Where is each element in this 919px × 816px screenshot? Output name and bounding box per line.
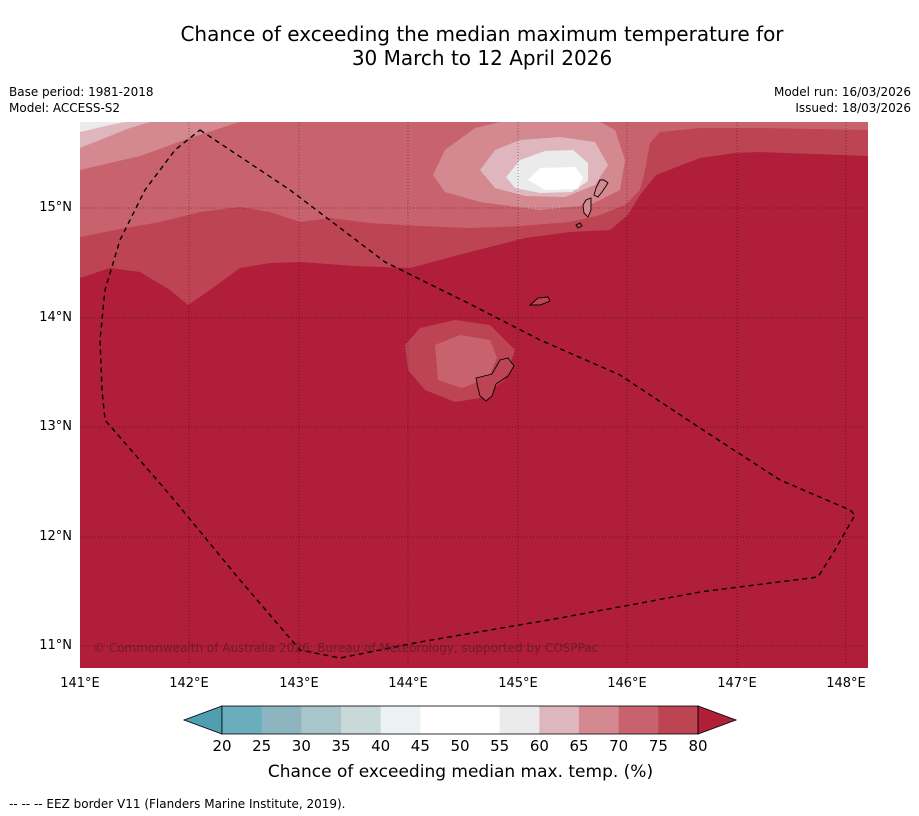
colorbar-segment-25-30 [261, 706, 302, 734]
colorbar-tick-35: 35 [331, 737, 351, 755]
band-70-75-guam [435, 335, 497, 388]
lat-label-11n: 11°N [39, 638, 72, 653]
graticule [80, 122, 868, 668]
title-line-2: 30 March to 12 April 2026 [351, 46, 613, 70]
saipan-island [593, 179, 609, 198]
meta-left: Base period: 1981-2018 Model: ACCESS-S2 [9, 84, 154, 116]
model-run-date: Model run: 16/03/2026 [773, 85, 911, 99]
tinian-island [582, 197, 592, 218]
model-name: Model: ACCESS-S2 [9, 101, 121, 115]
colorbar-tick-65: 65 [569, 737, 589, 755]
lon-label-147e: 147°E [717, 676, 757, 691]
colorbar-tick-30: 30 [291, 737, 311, 755]
probability-field [80, 122, 868, 668]
lat-label-13n: 13°N [39, 419, 72, 434]
colorbar-tick-60: 60 [529, 737, 549, 755]
colorbar [182, 705, 738, 735]
lon-label-145e: 145°E [498, 676, 538, 691]
colorbar-tick-25: 25 [252, 737, 272, 755]
lon-label-141e: 141°E [60, 676, 100, 691]
eez-border [99, 129, 856, 659]
colorbar-segment-65-70 [579, 706, 620, 734]
lat-label-12n: 12°N [39, 529, 72, 544]
chart-title: Chance of exceeding the median maximum t… [0, 22, 919, 70]
meta-right: Model run: 16/03/2026 Issued: 18/03/2026 [774, 84, 911, 116]
band-65-70-north [80, 122, 240, 170]
lon-label-148e: 148°E [826, 676, 866, 691]
colorbar-segment-30-35 [301, 706, 342, 734]
colorbar-label-text: Chance of exceeding median max. temp. (%… [267, 762, 654, 782]
colorbar-outline [221, 705, 699, 735]
lat-label-14n: 14°N [39, 310, 72, 325]
colorbar-extend-low [182, 705, 223, 735]
lon-label-144e: 144°E [388, 676, 428, 691]
title-line-1: Chance of exceeding the median maximum t… [180, 22, 784, 46]
lat-label-15n: 15°N [39, 200, 72, 215]
colorbar-extend-high [697, 705, 738, 735]
guam-island [475, 357, 515, 402]
lon-label-142e: 142°E [169, 676, 209, 691]
colorbar-segment-45-50 [420, 706, 461, 734]
issued-date: Issued: 18/03/2026 [795, 101, 911, 115]
colorbar-tick-50: 50 [450, 737, 470, 755]
colorbar-segment-75-80 [658, 706, 699, 734]
colorbar-segment-50-55 [460, 706, 501, 734]
band-55-60-nw [80, 122, 125, 132]
colorbar-tick-45: 45 [410, 737, 430, 755]
band-50-55-ne [528, 167, 583, 190]
colorbar-tick-75: 75 [648, 737, 668, 755]
colorbar-segment-35-40 [341, 706, 382, 734]
eez-footnote: -- -- -- EEZ border V11 (Flanders Marine… [9, 797, 346, 811]
lon-label-143e: 143°E [279, 676, 319, 691]
copyright-notice: © Commonwealth of Australia 2026, Bureau… [93, 641, 599, 655]
colorbar-label: Chance of exceeding median max. temp. (%… [0, 762, 919, 782]
colorbar-tick-70: 70 [609, 737, 629, 755]
base-period: Base period: 1981-2018 [9, 85, 154, 99]
colorbar-segment-40-45 [380, 706, 421, 734]
lon-label-146e: 146°E [607, 676, 647, 691]
colorbar-segment-60-65 [539, 706, 580, 734]
band-60-65-nw [80, 122, 150, 148]
colorbar-tick-40: 40 [371, 737, 391, 755]
colorbar-segment-20-25 [222, 706, 263, 734]
colorbar-segment-70-75 [618, 706, 659, 734]
colorbar-tick-20: 20 [212, 737, 232, 755]
colorbar-tick-55: 55 [490, 737, 510, 755]
rota-island [528, 296, 551, 306]
colorbar-segment-55-60 [499, 706, 540, 734]
colorbar-tick-80: 80 [688, 737, 708, 755]
aguijan-island [575, 222, 583, 229]
